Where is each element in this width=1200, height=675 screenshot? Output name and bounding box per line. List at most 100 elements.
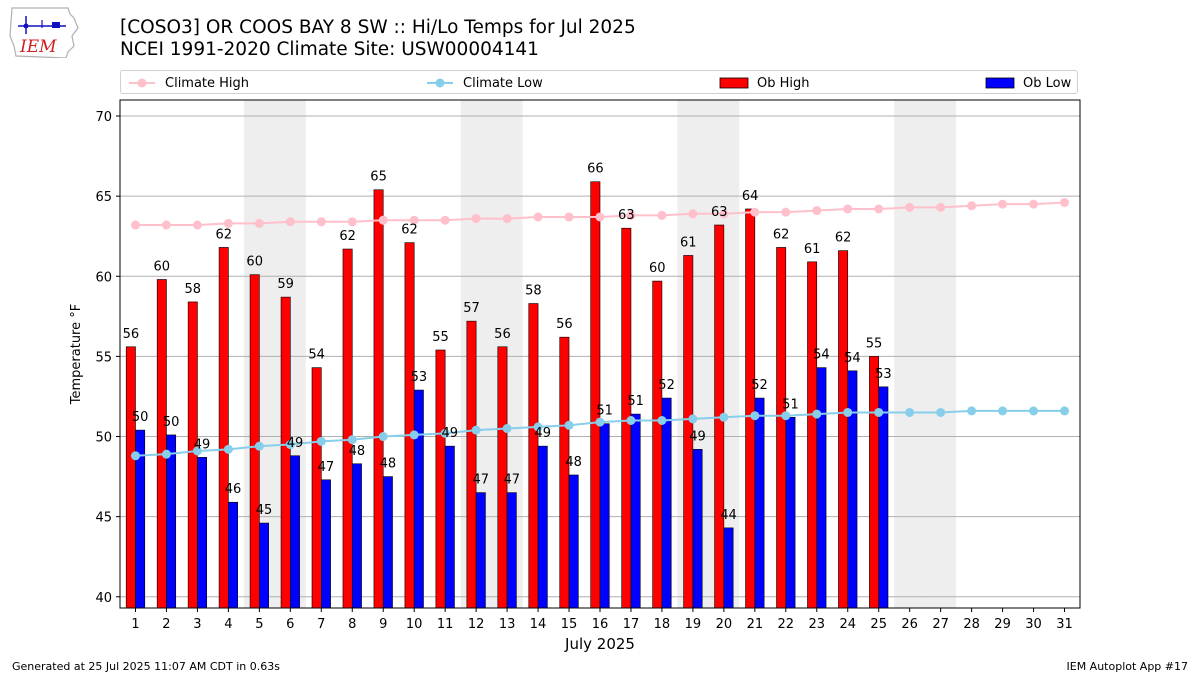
x-tick-label: 23	[809, 617, 826, 632]
climate-high-point	[533, 212, 543, 222]
logo-text: IEM	[19, 37, 57, 57]
climate-low-point	[161, 449, 171, 459]
ob-high-data-label: 60	[246, 255, 263, 270]
ob-high-data-label: 55	[866, 336, 883, 351]
climate-high-point	[192, 220, 202, 230]
ob-high-data-label: 62	[339, 229, 356, 244]
ob-low-bar	[630, 413, 641, 609]
climate-high-point	[843, 204, 853, 214]
ob-low-bar	[382, 476, 393, 609]
legend-label-ob-low: Ob Low	[1023, 75, 1072, 91]
climate-high-point	[750, 207, 760, 217]
ob-high-data-label: 60	[649, 261, 666, 276]
x-tick-label: 12	[468, 617, 485, 632]
climate-low-point	[533, 422, 543, 432]
y-tick-label: 55	[95, 350, 112, 365]
climate-low-point	[471, 425, 481, 435]
ob-high-data-label: 65	[370, 170, 387, 185]
climate-low-point	[347, 435, 357, 445]
x-tick-label: 31	[1056, 617, 1073, 632]
legend-item-ob-low: Ob Low	[985, 74, 1071, 92]
ob-high-bar	[342, 248, 353, 609]
x-tick-label: 1	[131, 617, 139, 632]
ob-low-data-label: 47	[473, 473, 490, 488]
x-tick-label: 8	[348, 617, 356, 632]
app-footer: IEM Autoplot App #17	[1066, 660, 1189, 673]
ob-low-data-label: 48	[349, 444, 366, 459]
y-tick-label: 65	[95, 190, 112, 205]
ob-high-data-label: 58	[185, 282, 202, 297]
ob-high-bar	[249, 274, 260, 609]
chart-subtitle: NCEI 1991-2020 Climate Site: USW00004141	[120, 39, 539, 60]
x-tick-label: 16	[592, 617, 609, 632]
ob-low-bar	[290, 455, 300, 609]
x-tick-label: 26	[901, 617, 918, 632]
y-tick-label: 50	[95, 431, 112, 446]
climate-low-point	[409, 430, 419, 440]
ob-low-bar	[816, 367, 827, 609]
x-tick-label: 11	[437, 617, 454, 632]
ob-high-bar	[280, 296, 291, 609]
ob-low-data-label: 51	[782, 397, 799, 412]
ob-low-bar	[537, 445, 548, 609]
climate-high-point	[781, 207, 791, 217]
ob-high-data-label: 62	[835, 231, 852, 246]
x-tick-label: 28	[963, 617, 980, 632]
ob-high-data-label: 55	[432, 330, 449, 345]
climate-high-point	[1029, 199, 1039, 209]
ob-low-data-label: 50	[163, 415, 180, 430]
ob-low-bar	[661, 397, 672, 609]
x-tick-label: 24	[839, 617, 856, 632]
x-axis-label: July 2025	[564, 635, 635, 653]
legend-item-climate-high: Climate High	[127, 74, 249, 92]
ob-low-bar	[444, 445, 455, 609]
climate-high-point	[595, 212, 605, 222]
ob-low-bar	[475, 492, 486, 609]
ob-high-bar	[373, 189, 384, 609]
x-tick-label: 15	[561, 617, 578, 632]
climate-high-point	[1060, 198, 1070, 208]
x-tick-label: 30	[1025, 617, 1042, 632]
ob-low-data-label: 53	[411, 370, 428, 385]
climate-high-point	[471, 214, 481, 224]
climate-high-point	[316, 217, 326, 227]
climate-low-point	[781, 411, 791, 421]
climate-low-point	[750, 411, 760, 421]
climate-low-point	[285, 440, 295, 450]
ob-high-data-label: 56	[494, 327, 511, 342]
climate-low-point	[998, 406, 1008, 416]
x-tick-label: 5	[255, 617, 263, 632]
climate-high-point	[626, 210, 636, 220]
climate-high-point	[440, 215, 450, 225]
ob-low-data-label: 49	[287, 436, 304, 451]
ob-low-data-label: 48	[380, 457, 397, 472]
ob-high-bar	[404, 242, 415, 609]
x-tick-label: 14	[530, 617, 547, 632]
x-tick-label: 2	[162, 617, 170, 632]
x-tick-label: 29	[994, 617, 1011, 632]
chart-title: [COSO3] OR COOS BAY 8 SW :: Hi/Lo Temps …	[120, 17, 636, 38]
ob-low-data-label: 49	[534, 426, 551, 441]
y-tick-label: 70	[95, 110, 112, 125]
legend-label-climate-high: Climate High	[165, 75, 250, 91]
climate-low-swatch-icon	[427, 78, 453, 88]
climate-low-point	[1029, 406, 1039, 416]
climate-high-point	[688, 209, 698, 219]
ob-low-bar	[228, 501, 238, 609]
ob-high-data-label: 61	[804, 242, 821, 257]
ob-high-swatch-icon	[719, 77, 749, 89]
y-axis-label: Temperature °F	[69, 304, 84, 405]
ob-high-data-label: 57	[463, 301, 480, 316]
ob-high-data-label: 66	[587, 162, 604, 177]
legend-item-ob-high: Ob High	[719, 74, 810, 92]
climate-low-point	[905, 407, 915, 417]
climate-high-point	[905, 202, 915, 212]
ob-high-data-label: 54	[308, 348, 325, 363]
climate-low-point	[502, 424, 512, 434]
climate-low-point	[378, 432, 388, 442]
x-tick-label: 6	[286, 617, 294, 632]
ob-low-bar	[785, 416, 796, 609]
x-tick-label: 10	[406, 617, 423, 632]
ob-high-bar	[528, 303, 539, 609]
